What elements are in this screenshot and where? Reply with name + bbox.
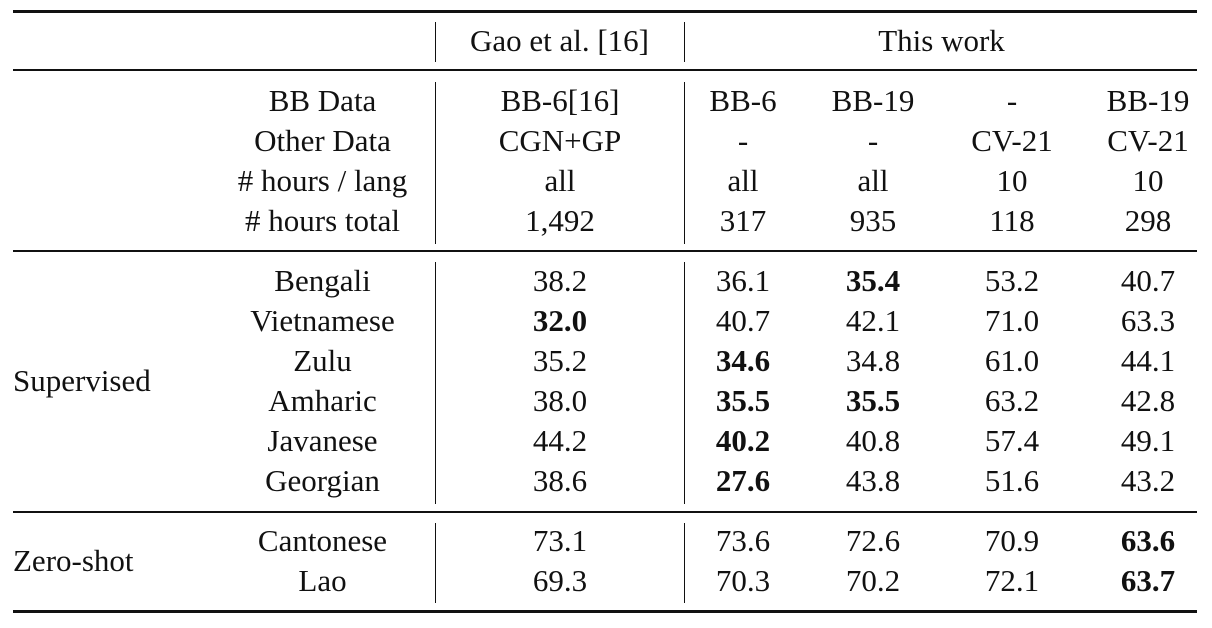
config-cell: 935 — [849, 203, 897, 238]
config-cell: all — [727, 163, 759, 198]
result-cell: 70.2 — [845, 563, 901, 598]
vline-sup-mid — [684, 262, 686, 504]
result-cell: 35.2 — [532, 343, 588, 378]
result-cell: 70.9 — [984, 523, 1040, 558]
result-cell: 73.6 — [715, 523, 771, 558]
top-rule — [13, 10, 1197, 13]
result-cell: 43.8 — [845, 463, 901, 498]
language-label: Vietnamese — [250, 303, 395, 338]
result-cell: 40.2 — [715, 423, 771, 458]
config-row-label: Other Data — [254, 123, 391, 158]
result-cell: 32.0 — [532, 303, 588, 338]
result-cell: 35.5 — [845, 383, 901, 418]
vline-config-mid — [684, 82, 686, 244]
config-cell: 317 — [719, 203, 767, 238]
config-row-label: # hours total — [245, 203, 400, 238]
result-cell: 36.1 — [715, 263, 771, 298]
language-label: Cantonese — [257, 523, 388, 558]
vline-zs-left — [435, 523, 437, 603]
vline-header-left — [435, 22, 437, 62]
result-cell: 35.4 — [845, 263, 901, 298]
result-cell: 49.1 — [1120, 423, 1176, 458]
result-cell: 27.6 — [715, 463, 771, 498]
config-cell: 118 — [989, 203, 1035, 238]
config-cell: BB-19 — [1106, 83, 1190, 118]
result-cell: 42.8 — [1120, 383, 1176, 418]
result-cell: 57.4 — [984, 423, 1040, 458]
result-cell: 51.6 — [984, 463, 1040, 498]
result-cell: 63.2 — [984, 383, 1040, 418]
result-cell: 40.8 — [845, 423, 901, 458]
result-cell: 44.2 — [532, 423, 588, 458]
result-cell: 40.7 — [715, 303, 771, 338]
vline-config-left — [435, 82, 437, 244]
config-cell: BB-6 — [709, 83, 777, 118]
result-cell: 38.6 — [532, 463, 588, 498]
vline-zs-mid — [684, 523, 686, 603]
result-cell: 69.3 — [532, 563, 588, 598]
result-cell: 63.7 — [1120, 563, 1176, 598]
result-cell: 40.7 — [1120, 263, 1176, 298]
result-cell: 34.6 — [715, 343, 771, 378]
section-label: Supervised — [13, 363, 151, 398]
config-cell: all — [544, 163, 576, 198]
section-rule — [13, 511, 1197, 513]
language-label: Zulu — [293, 343, 352, 378]
config-cell: 10 — [1132, 163, 1164, 198]
header-rule — [13, 69, 1197, 71]
config-cell: BB-6[16] — [500, 83, 620, 118]
config-row-label: # hours / lang — [237, 163, 408, 198]
result-cell: 38.2 — [532, 263, 588, 298]
config-cell: CGN+GP — [498, 123, 622, 158]
section-label: Zero-shot — [13, 543, 134, 578]
language-label: Amharic — [268, 383, 377, 418]
config-cell: all — [857, 163, 889, 198]
config-row-label: BB Data — [268, 83, 377, 118]
language-label: Bengali — [274, 263, 371, 298]
language-label: Georgian — [265, 463, 380, 498]
header-prior-work: Gao et al. [16] — [469, 23, 650, 58]
config-cell: - — [737, 123, 749, 158]
result-cell: 43.2 — [1120, 463, 1176, 498]
result-cell: 72.1 — [984, 563, 1040, 598]
vline-header-mid — [684, 22, 686, 62]
config-cell: CV-21 — [971, 123, 1053, 158]
header-this-work: This work — [878, 23, 1005, 58]
config-cell: - — [1006, 83, 1018, 118]
result-cell: 63.3 — [1120, 303, 1176, 338]
result-cell: 38.0 — [532, 383, 588, 418]
result-cell: 72.6 — [845, 523, 901, 558]
result-cell: 61.0 — [984, 343, 1040, 378]
bottom-rule — [13, 610, 1197, 613]
result-cell: 70.3 — [715, 563, 771, 598]
language-label: Lao — [298, 563, 347, 598]
config-cell: - — [867, 123, 879, 158]
config-cell: 10 — [996, 163, 1028, 198]
result-cell: 73.1 — [532, 523, 588, 558]
result-cell: 35.5 — [715, 383, 771, 418]
result-cell: 44.1 — [1120, 343, 1176, 378]
config-rule — [13, 250, 1197, 252]
vline-sup-left — [435, 262, 437, 504]
result-cell: 63.6 — [1120, 523, 1176, 558]
result-cell: 53.2 — [984, 263, 1040, 298]
config-cell: 298 — [1124, 203, 1172, 238]
config-cell: CV-21 — [1107, 123, 1189, 158]
config-cell: 1,492 — [525, 203, 595, 238]
result-cell: 34.8 — [845, 343, 901, 378]
result-cell: 42.1 — [845, 303, 901, 338]
language-label: Javanese — [267, 423, 378, 458]
config-cell: BB-19 — [831, 83, 915, 118]
result-cell: 71.0 — [984, 303, 1040, 338]
